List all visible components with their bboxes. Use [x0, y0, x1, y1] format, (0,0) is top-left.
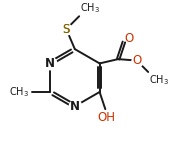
- Text: N: N: [45, 57, 55, 70]
- Text: CH$_3$: CH$_3$: [149, 73, 169, 87]
- Text: O: O: [132, 54, 141, 67]
- Text: S: S: [63, 23, 70, 36]
- Text: S: S: [63, 23, 70, 36]
- Text: OH: OH: [97, 111, 115, 124]
- Text: O: O: [125, 32, 134, 45]
- Text: CH$_3$: CH$_3$: [9, 85, 29, 99]
- Text: N: N: [70, 100, 80, 113]
- Text: CH$_3$: CH$_3$: [80, 1, 100, 15]
